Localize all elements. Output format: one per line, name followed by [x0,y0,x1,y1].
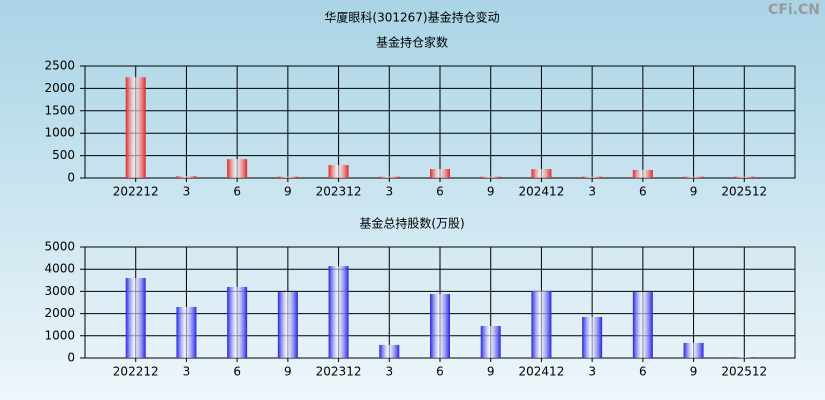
bar [531,169,552,178]
y-tick-label: 4000 [44,262,75,276]
x-tick-label: 6 [639,365,647,379]
x-tick-label: 3 [588,365,596,379]
x-tick-label: 202212 [113,185,159,199]
watermark: CFi.CN [768,2,820,18]
chart-title: 基金总持股数(万股) [359,216,464,231]
x-tick-label: 6 [436,365,444,379]
x-tick-label: 3 [385,185,393,199]
x-tick-label: 202212 [113,365,159,379]
x-tick-label: 202412 [519,365,565,379]
x-tick-label: 202312 [316,365,362,379]
bar [125,77,146,178]
x-tick-label: 9 [690,365,698,379]
bar [734,357,755,358]
bar [683,176,704,178]
bar [430,169,450,178]
y-tick-label: 2000 [44,81,75,95]
bar [379,176,400,178]
x-tick-label: 202312 [316,185,362,199]
bar [277,176,298,178]
x-tick-label: 3 [183,185,191,199]
y-tick-label: 2000 [44,306,75,320]
y-tick-label: 2500 [44,59,75,73]
y-tick-label: 5000 [44,240,75,254]
bar [176,176,197,178]
bar [277,292,298,358]
bar [176,306,197,358]
x-tick-label: 3 [385,365,393,379]
y-tick-label: 0 [67,171,75,185]
bar [227,286,248,358]
y-tick-label: 1500 [44,103,75,117]
bar [683,342,704,358]
bar [582,316,603,358]
x-tick-label: 9 [487,185,495,199]
x-tick-label: 9 [284,185,292,199]
x-tick-label: 6 [436,185,444,199]
bar [125,278,146,358]
bar [480,326,501,358]
bar [734,176,755,178]
bar [582,176,603,178]
x-tick-label: 9 [284,365,292,379]
x-tick-label: 9 [690,185,698,199]
bar [328,266,349,358]
x-tick-label: 9 [487,365,495,379]
x-tick-label: 3 [183,365,191,379]
bar [430,294,450,358]
y-tick-label: 3000 [44,284,75,298]
page-title: 华厦眼科(301267)基金持仓变动 [324,10,499,25]
bar [531,290,552,358]
x-tick-label: 202412 [519,185,565,199]
x-tick-label: 202512 [721,365,767,379]
x-tick-label: 6 [639,185,647,199]
x-tick-label: 6 [233,185,241,199]
bar [632,292,653,358]
y-tick-label: 500 [52,148,75,162]
bar [632,169,653,178]
y-tick-label: 1000 [44,126,75,140]
chart-title: 基金持仓家数 [376,35,448,50]
x-tick-label: 3 [588,185,596,199]
y-tick-label: 0 [67,351,75,365]
x-tick-label: 6 [233,365,241,379]
x-tick-label: 202512 [721,185,767,199]
bar [227,159,248,178]
bar [379,344,400,358]
bar [328,165,349,178]
bar [480,176,501,178]
y-tick-label: 1000 [44,328,75,342]
